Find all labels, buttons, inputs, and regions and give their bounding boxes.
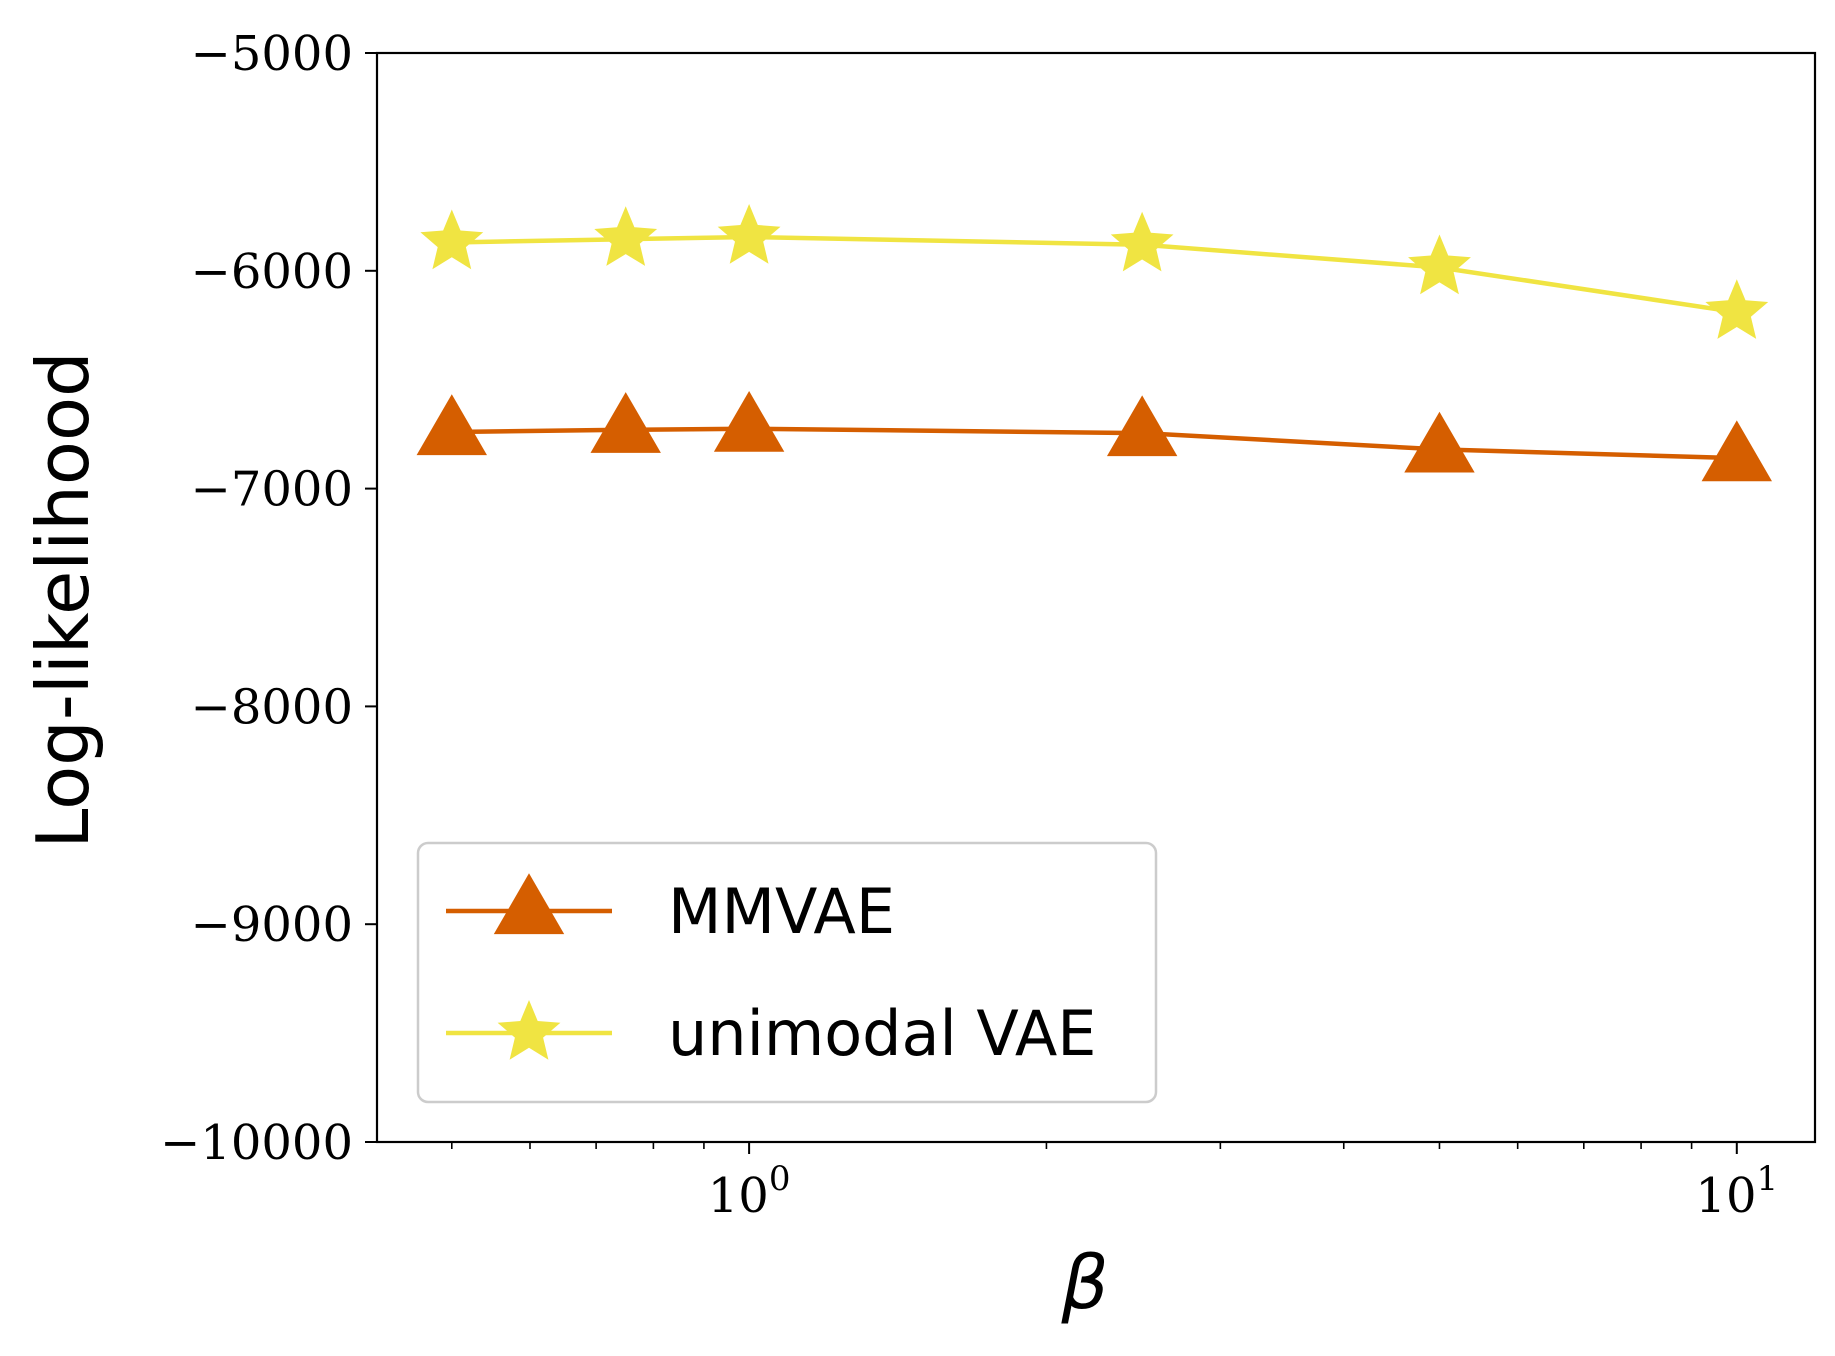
data-point-unimodal-vae [594,206,658,266]
data-point-mmvae [416,394,487,456]
axes-layer: −5000 −6000 −7000 −8000 −9000 −10000 100 101 [160,26,1778,1224]
series-mmvae [416,391,1772,482]
x-tick-label: 101 [1695,1159,1778,1224]
y-tick-label: −8000 [191,679,353,735]
y-tick-label: −10000 [160,1115,353,1171]
data-point-unimodal-vae [1408,234,1471,295]
x-axis-label: β [1060,1240,1108,1326]
y-tick-label: −7000 [191,462,353,518]
legend-label-mmvae: MMVAE [668,875,895,948]
data-point-mmvae [1404,411,1475,473]
legend-box [416,841,1158,1104]
data-point-unimodal-vae [717,204,781,264]
data-point-unimodal-vae [1110,211,1174,272]
plot-area-frame [375,51,1817,1144]
data-point-unimodal-vae [1705,279,1769,339]
y-tick-label: −6000 [191,244,353,300]
y-axis-label: Log-likelihood [21,351,105,848]
legend-marker-mmvae [493,873,565,935]
data-point-mmvae [713,391,785,452]
data-point-unimodal-vae [420,209,484,270]
data-point-mmvae [590,392,661,453]
legend: MMVAE unimodal VAE [416,841,1158,1104]
series-line-mmvae [451,426,1737,461]
legend-entries: MMVAE unimodal VAE [446,873,1096,1070]
y-tick-label: −9000 [191,897,353,953]
x-tick-label: 100 [708,1159,791,1224]
series-line-unimodal-vae [451,234,1738,315]
series-layer [416,204,1772,482]
data-point-mmvae [1701,420,1772,482]
legend-marker-unimodal-vae [497,1000,561,1060]
legend-label-unimodal-vae: unimodal VAE [668,997,1096,1070]
y-tick-label: −5000 [191,26,353,82]
series-unimodal-vae [420,204,1769,339]
data-point-mmvae [1106,395,1178,457]
